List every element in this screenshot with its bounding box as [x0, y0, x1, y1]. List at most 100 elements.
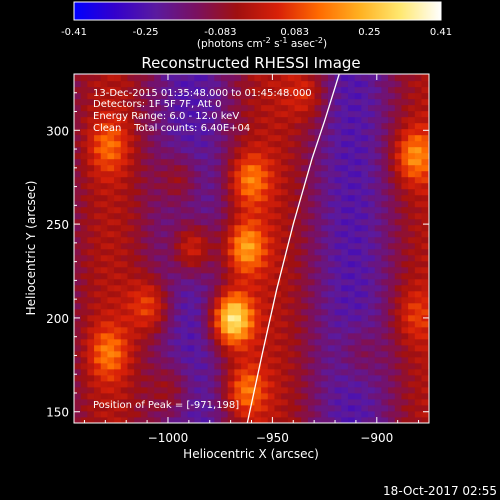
heatmap-cell — [394, 194, 402, 202]
heatmap-cell — [314, 320, 322, 328]
heatmap-cell — [247, 74, 255, 76]
heatmap-cell — [321, 320, 329, 328]
heatmap-cell — [87, 200, 95, 208]
heatmap-cell — [247, 98, 255, 106]
heatmap-cell — [140, 356, 148, 364]
heatmap-cell — [214, 248, 222, 256]
heatmap-cell — [87, 92, 95, 100]
heatmap-cell — [368, 236, 376, 244]
heatmap-cell — [234, 134, 242, 142]
heatmap-cell — [307, 290, 315, 298]
heatmap-cell — [227, 110, 235, 118]
heatmap-cell — [287, 86, 295, 94]
heatmap-cell — [200, 158, 209, 166]
heatmap-cell — [341, 212, 349, 220]
heatmap-cell — [147, 230, 155, 238]
heatmap-cell — [381, 110, 389, 118]
heatmap-cell — [200, 140, 209, 148]
heatmap-cell — [394, 218, 402, 226]
heatmap-cell — [401, 320, 409, 328]
heatmap-cell — [80, 302, 88, 310]
heatmap-cell — [127, 260, 135, 268]
heatmap-cell — [341, 302, 349, 310]
heatmap-cell — [361, 158, 369, 166]
heatmap-cell — [80, 188, 88, 196]
heatmap-cell — [401, 272, 409, 280]
heatmap-cell — [414, 74, 422, 76]
heatmap-cell — [321, 314, 329, 322]
heatmap-cell — [361, 278, 369, 286]
heatmap-cell — [174, 134, 182, 142]
heatmap-cell — [74, 284, 82, 292]
heatmap-cell — [120, 266, 128, 274]
heatmap-cell — [314, 104, 322, 112]
heatmap-cell — [241, 374, 249, 382]
heatmap-cell — [114, 224, 122, 232]
heatmap-cell — [267, 242, 275, 250]
heatmap-cell — [327, 152, 336, 160]
heatmap-cell — [194, 74, 202, 82]
heatmap-cell — [421, 272, 429, 280]
heatmap-cell — [394, 272, 402, 280]
heatmap-cell — [74, 200, 82, 208]
heatmap-cell — [321, 200, 329, 208]
heatmap-cell — [154, 272, 162, 280]
heatmap-cell — [167, 104, 175, 112]
heatmap-cell — [408, 374, 416, 382]
heatmap-cell — [368, 296, 376, 304]
heatmap-cell — [154, 194, 162, 202]
heatmap-cell — [207, 128, 215, 136]
heatmap-cell — [347, 224, 356, 232]
heatmap-cell — [87, 272, 95, 280]
heatmap-cell — [227, 230, 235, 238]
heatmap-cell — [154, 110, 162, 118]
heatmap-cell — [147, 398, 155, 406]
heatmap-cell — [381, 176, 389, 184]
heatmap-cell — [414, 200, 422, 208]
heatmap-cell — [80, 284, 88, 292]
heatmap-cell — [120, 308, 128, 316]
heatmap-cell — [314, 356, 322, 364]
heatmap-cell — [200, 368, 209, 376]
heatmap-cell — [374, 296, 382, 304]
heatmap-cell — [200, 110, 209, 118]
heatmap-cell — [134, 374, 142, 382]
heatmap-cell — [307, 128, 315, 136]
heatmap-cell — [408, 104, 416, 112]
heatmap-cell — [127, 417, 135, 423]
heatmap-cell — [154, 92, 162, 100]
heatmap-cell — [147, 134, 155, 142]
heatmap-cell — [80, 170, 88, 178]
heatmap-cell — [100, 278, 108, 286]
heatmap-cell — [261, 98, 269, 106]
heatmap-cell — [274, 290, 282, 298]
heatmap-cell — [194, 308, 202, 316]
heatmap-cell — [361, 218, 369, 226]
colorbar-tick-label: 0.083 — [280, 27, 309, 38]
heatmap-cell — [368, 194, 376, 202]
heatmap-cell — [114, 158, 122, 166]
heatmap-cell — [120, 320, 128, 328]
heatmap-cell — [388, 338, 396, 346]
heatmap-cell — [287, 284, 295, 292]
heatmap-cell — [301, 164, 309, 172]
heatmap-cell — [381, 350, 389, 358]
heatmap-cell — [87, 392, 95, 400]
heatmap-cell — [221, 380, 229, 388]
heatmap-cell — [421, 92, 429, 100]
heatmap-cell — [120, 380, 128, 388]
heatmap-cell — [294, 212, 302, 220]
heatmap-cell — [154, 338, 162, 346]
heatmap-cell — [321, 110, 329, 118]
heatmap-cell — [368, 344, 376, 352]
heatmap-cell — [194, 206, 202, 214]
heatmap-cell — [334, 98, 342, 106]
heatmap-cell — [347, 404, 356, 412]
heatmap-cell — [414, 272, 422, 280]
heatmap-cell — [341, 140, 349, 148]
heatmap-cell — [294, 224, 302, 232]
heatmap-cell — [114, 278, 122, 286]
heatmap-cell — [321, 176, 329, 184]
heatmap-cell — [408, 278, 416, 286]
heatmap-cell — [408, 188, 416, 196]
